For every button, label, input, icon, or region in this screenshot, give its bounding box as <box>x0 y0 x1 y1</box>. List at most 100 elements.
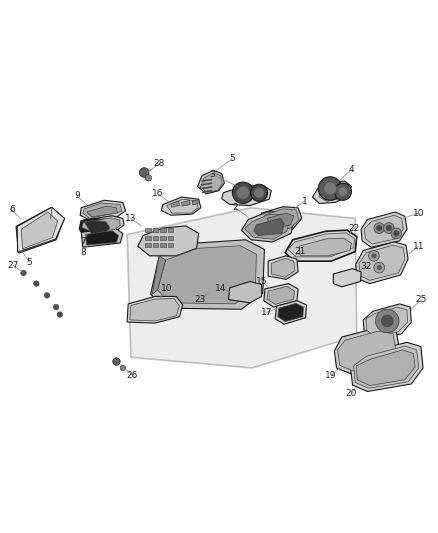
Polygon shape <box>153 228 158 232</box>
Circle shape <box>377 265 381 270</box>
Text: 10: 10 <box>413 208 424 217</box>
Text: 14: 14 <box>215 285 227 294</box>
Circle shape <box>372 254 376 258</box>
Polygon shape <box>168 228 173 232</box>
Circle shape <box>120 365 126 370</box>
Polygon shape <box>202 187 212 189</box>
Polygon shape <box>182 200 190 206</box>
Polygon shape <box>275 301 307 324</box>
Polygon shape <box>82 218 120 232</box>
Circle shape <box>232 182 254 204</box>
Text: 4: 4 <box>349 165 354 174</box>
Circle shape <box>334 183 351 200</box>
Text: 28: 28 <box>153 159 165 168</box>
Polygon shape <box>334 327 399 374</box>
Circle shape <box>391 228 402 239</box>
Text: 7: 7 <box>81 237 86 246</box>
Polygon shape <box>87 206 117 217</box>
Circle shape <box>324 182 336 195</box>
Polygon shape <box>192 200 198 205</box>
Polygon shape <box>160 236 166 240</box>
Polygon shape <box>145 236 151 240</box>
Text: 9: 9 <box>74 191 80 200</box>
Polygon shape <box>333 269 361 287</box>
Polygon shape <box>130 298 180 321</box>
Polygon shape <box>168 236 173 240</box>
Polygon shape <box>153 243 158 247</box>
Circle shape <box>57 312 63 317</box>
Polygon shape <box>161 197 201 215</box>
Polygon shape <box>319 185 350 201</box>
Circle shape <box>338 187 348 197</box>
Polygon shape <box>17 207 65 252</box>
Circle shape <box>139 168 149 177</box>
Text: 10: 10 <box>161 285 173 294</box>
Polygon shape <box>79 216 124 233</box>
Text: 16: 16 <box>152 189 164 198</box>
Polygon shape <box>21 212 58 249</box>
Circle shape <box>145 175 152 181</box>
Polygon shape <box>268 256 298 279</box>
Circle shape <box>44 293 49 298</box>
Text: 8: 8 <box>80 248 86 257</box>
Polygon shape <box>272 259 295 277</box>
Polygon shape <box>85 231 119 245</box>
Circle shape <box>384 223 394 233</box>
Circle shape <box>374 223 385 233</box>
Text: 5: 5 <box>230 154 235 163</box>
Circle shape <box>368 251 379 261</box>
Text: 15: 15 <box>256 277 268 286</box>
Text: 1: 1 <box>302 197 307 206</box>
Circle shape <box>318 177 342 200</box>
Text: 5: 5 <box>27 258 32 266</box>
Circle shape <box>375 309 399 333</box>
Text: 19: 19 <box>325 371 337 380</box>
Polygon shape <box>359 245 405 280</box>
Text: 6: 6 <box>9 205 14 214</box>
Polygon shape <box>151 240 265 309</box>
Polygon shape <box>80 219 112 236</box>
Circle shape <box>381 315 393 327</box>
Polygon shape <box>262 209 299 231</box>
Text: 23: 23 <box>194 295 206 304</box>
Circle shape <box>254 188 264 198</box>
Polygon shape <box>259 207 302 233</box>
Text: 25: 25 <box>415 295 427 304</box>
Polygon shape <box>145 228 151 232</box>
Circle shape <box>377 225 382 231</box>
Text: 32: 32 <box>361 262 372 271</box>
Polygon shape <box>198 171 224 194</box>
Polygon shape <box>127 296 183 323</box>
Text: 22: 22 <box>349 223 360 232</box>
Polygon shape <box>202 183 212 185</box>
Polygon shape <box>160 228 166 232</box>
Polygon shape <box>254 219 284 236</box>
Text: 21: 21 <box>294 247 306 256</box>
Polygon shape <box>202 179 212 182</box>
Polygon shape <box>264 284 298 307</box>
Circle shape <box>53 304 59 310</box>
Polygon shape <box>160 243 166 247</box>
Text: 13: 13 <box>124 214 136 223</box>
Text: 26: 26 <box>127 371 138 380</box>
Polygon shape <box>366 307 407 336</box>
Polygon shape <box>80 200 126 221</box>
Polygon shape <box>267 286 294 304</box>
Polygon shape <box>350 342 423 392</box>
Polygon shape <box>356 350 415 385</box>
Polygon shape <box>202 190 212 193</box>
Text: 17: 17 <box>261 308 273 317</box>
Polygon shape <box>138 226 199 256</box>
Polygon shape <box>356 242 408 284</box>
Circle shape <box>386 225 392 231</box>
Circle shape <box>394 231 399 236</box>
Polygon shape <box>361 212 407 247</box>
Circle shape <box>374 262 385 273</box>
Polygon shape <box>338 331 396 371</box>
Polygon shape <box>153 236 158 240</box>
Circle shape <box>251 184 268 201</box>
Polygon shape <box>83 203 122 219</box>
Polygon shape <box>127 208 357 368</box>
Polygon shape <box>222 185 272 206</box>
Polygon shape <box>267 213 294 229</box>
